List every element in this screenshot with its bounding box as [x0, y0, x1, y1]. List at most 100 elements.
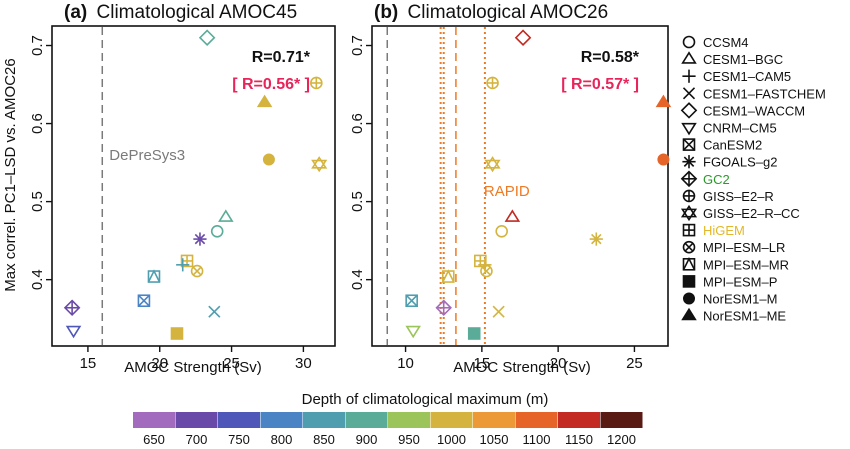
panel-b-y-tick-label: 0.5 — [349, 191, 366, 212]
legend-label: NorESM1–ME — [703, 309, 786, 324]
legend-label: CNRM–CM5 — [703, 121, 777, 136]
legend-marker-cesm1-cam5 — [682, 69, 696, 83]
panel-a-plot-area: 15 20 25 30 0.4 0.5 0.6 0.7 DePreSys3 — [29, 25, 336, 372]
panel-b-point-canesm2 — [405, 294, 418, 308]
panel-a-reference-label: DePreSys3 — [109, 147, 185, 164]
panel-b-point-cnrm-cm5 — [405, 325, 421, 339]
panel-b-x-tick-label: 10 — [397, 355, 414, 372]
legend-item-fgoals-g2: FGOALS–g2 — [682, 155, 777, 170]
panel-a-point-cesm1-bgc — [218, 209, 234, 222]
panel-a-point-fgoals-g2 — [193, 232, 207, 246]
panel-a-point-giss-e2-r-cc — [311, 156, 328, 173]
panel-b-point-cesm1-waccm — [514, 29, 532, 46]
y-axis-label: Max correl. PC1–LSD vs. AMOC26 — [2, 58, 19, 291]
panel-a-r-stat: R=0.71* — [252, 49, 311, 66]
panel-b-x-tick-label: 25 — [626, 355, 643, 372]
panel-b-point-noresm1-me — [655, 94, 672, 108]
legend-label: CanESM2 — [703, 138, 762, 153]
colorbar-swatch-950 — [388, 412, 430, 428]
legend-marker-mpi-esm-p — [682, 275, 696, 288]
colorbar-swatch-750 — [218, 412, 260, 428]
panel-a-title: (a) Climatological AMOC45 — [64, 2, 297, 23]
panel-a-r-bracket-stat: [ R=0.56* ] — [232, 76, 310, 93]
legend: CCSM4 CESM1–BGC CESM1–CAM5 CESM1–FASTCHEM CE… — [680, 35, 826, 324]
panel-a-y-tick-label: 0.6 — [29, 113, 46, 134]
panel-a-x-tick-label: 15 — [80, 355, 97, 372]
panel-a-point-mpi-esm-lr — [190, 264, 204, 278]
legend-item-canesm2: CanESM2 — [682, 138, 762, 153]
legend-item-gc2: GC2 — [680, 170, 730, 188]
legend-marker-noresm1-me — [681, 307, 697, 321]
panel-a-point-giss-e2-r — [310, 76, 323, 90]
panel-b: (b) Climatological AMOC26 10 15 20 25 0.4 0.5… — [349, 2, 672, 376]
panel-b-r-stat: R=0.58* — [581, 49, 640, 66]
colorbar: Depth of climatological maximum (m) 650 7… — [133, 391, 643, 447]
panel-a-point-gc2 — [63, 299, 81, 317]
colorbar-swatch-1150 — [558, 412, 600, 428]
legend-item-ccsm4: CCSM4 — [682, 35, 749, 50]
colorbar-tick-label: 850 — [313, 432, 335, 447]
legend-marker-giss-e2-r-cc — [680, 204, 698, 222]
panel-b-y-tick-label: 0.7 — [349, 35, 366, 56]
panel-a-point-cesm1-cam5 — [176, 258, 190, 272]
panel-a-point-cesm1-waccm — [198, 29, 216, 46]
panel-b-title-text: Climatological AMOC26 — [408, 2, 609, 23]
legend-label: CESM1–WACCM — [703, 103, 805, 118]
panel-a-x-label: AMOC Strength (Sv) — [124, 359, 262, 376]
colorbar-swatch-1000 — [430, 412, 473, 428]
legend-item-higem: HiGEM — [682, 223, 745, 238]
panel-b-title: (b) Climatological AMOC26 — [374, 2, 608, 23]
panel-a-point-canesm2 — [137, 294, 151, 308]
panel-a-point-noresm1-me — [256, 94, 273, 108]
legend-label: FGOALS–g2 — [703, 155, 777, 170]
colorbar-swatches: 650 700 750 800 850 900 950 1000 1050 1100 1150 120… — [133, 412, 643, 447]
panel-b-point-mpi-esm-p — [467, 327, 481, 340]
legend-item-mpi-esm-mr: MPI–ESM–MR — [682, 257, 789, 272]
legend-label: CCSM4 — [703, 35, 749, 50]
legend-item-giss-e2-r: GISS–E2–R — [682, 189, 774, 204]
panel-a-y-tick-label: 0.4 — [29, 269, 46, 290]
colorbar-tick-label: 800 — [271, 432, 293, 447]
legend-label: GISS–E2–R–CC — [703, 206, 800, 221]
panel-b-y-tick-label: 0.4 — [349, 269, 366, 290]
panel-b-point-gc2 — [435, 299, 452, 317]
legend-item-cesm1-bgc: CESM1–BGC — [681, 51, 783, 67]
legend-item-mpi-esm-lr: MPI–ESM–LR — [682, 240, 785, 255]
panel-a-point-cnrm-cm5 — [65, 325, 82, 339]
panel-a-x-tick-label: 20 — [151, 355, 168, 372]
colorbar-tick-label: 1150 — [565, 432, 593, 447]
colorbar-swatch-1200 — [600, 412, 643, 428]
legend-label: GISS–E2–R — [703, 189, 774, 204]
panel-b-tag: (b) — [374, 2, 398, 23]
colorbar-tick-label: 900 — [356, 432, 378, 447]
legend-item-cesm1-fastchem: CESM1–FASTCHEM — [682, 86, 826, 101]
panel-a-frame — [51, 25, 336, 347]
legend-label: MPI–ESM–MR — [703, 257, 789, 272]
panel-b-point-giss-e2-r — [486, 76, 499, 90]
legend-label: CESM1–BGC — [703, 52, 783, 67]
legend-marker-fgoals-g2 — [682, 155, 696, 169]
panel-a-title-text: Climatological AMOC45 — [97, 2, 298, 23]
legend-marker-noresm1-m — [683, 292, 695, 305]
legend-item-cesm1-cam5: CESM1–CAM5 — [682, 69, 791, 84]
legend-marker-cesm1-bgc — [681, 51, 697, 64]
panel-b-x-label: AMOC Strength (Sv) — [453, 359, 591, 376]
colorbar-swatch-850 — [303, 412, 345, 428]
panel-a: (a) Climatological AMOC45 15 20 25 30 0.4 0.5… — [29, 2, 336, 376]
panel-b-y-tick-label: 0.6 — [349, 113, 366, 134]
colorbar-swatch-650 — [133, 412, 175, 428]
panel-b-point-ccsm4 — [495, 224, 508, 238]
panel-b-x-tick-label: 15 — [474, 355, 491, 372]
legend-item-cnrm-cm5: CNRM–CM5 — [681, 121, 777, 136]
legend-marker-ccsm4 — [682, 35, 696, 49]
panel-b-frame — [371, 25, 669, 347]
legend-item-mpi-esm-p: MPI–ESM–P — [682, 274, 777, 289]
panel-b-point-fgoals-g2 — [589, 232, 603, 246]
legend-marker-giss-e2-r — [682, 189, 696, 203]
panel-a-point-mpi-esm-mr — [147, 269, 161, 283]
legend-label: CESM1–CAM5 — [703, 69, 791, 84]
panel-b-point-mpi-esm-mr — [441, 269, 455, 283]
colorbar-tick-label: 1100 — [523, 432, 551, 447]
colorbar-tick-label: 750 — [228, 432, 250, 447]
